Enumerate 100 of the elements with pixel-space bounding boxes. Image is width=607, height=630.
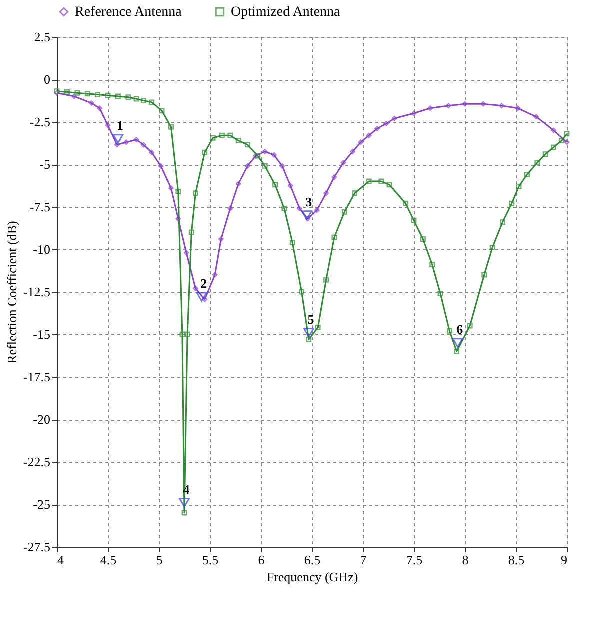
point <box>202 150 208 156</box>
point <box>438 290 444 296</box>
y-tick-label: -22.5 <box>23 454 50 470</box>
point <box>176 216 182 222</box>
point <box>64 90 70 95</box>
point <box>159 108 165 114</box>
point <box>245 163 250 169</box>
point <box>551 128 556 134</box>
x-tick-label: 5.5 <box>202 552 219 568</box>
point <box>290 240 296 246</box>
point <box>482 272 488 278</box>
y-tick-label: -27.5 <box>23 540 50 554</box>
point <box>272 152 277 158</box>
point <box>255 153 261 159</box>
point <box>74 90 80 96</box>
point <box>105 92 111 98</box>
x-axis-title: Frequency (GHz) <box>266 570 358 584</box>
annotation: 1 <box>116 118 124 133</box>
point <box>297 206 302 212</box>
point <box>84 91 90 97</box>
point <box>72 94 78 100</box>
y-tick-label: 2.5 <box>34 30 50 44</box>
legend-label: Optimized Antenna <box>231 5 342 20</box>
point <box>306 336 312 342</box>
x-tick-label: 5 <box>156 552 163 568</box>
point <box>220 132 225 138</box>
point <box>350 149 356 154</box>
y-tick-label: -15 <box>33 327 50 342</box>
annotation: 3 <box>306 194 313 210</box>
point <box>115 94 121 100</box>
point <box>428 106 434 112</box>
annotation: 2 <box>200 276 208 292</box>
point <box>202 296 208 302</box>
point <box>182 510 188 516</box>
point <box>358 140 364 146</box>
y-tick-label: 0 <box>44 72 50 87</box>
point <box>95 92 101 98</box>
point <box>366 132 372 138</box>
point <box>411 110 417 116</box>
point <box>324 277 329 283</box>
point <box>490 245 496 251</box>
point <box>149 100 155 106</box>
point <box>430 262 436 268</box>
point <box>134 96 140 102</box>
point <box>509 200 515 206</box>
point <box>559 138 565 144</box>
point <box>499 103 504 109</box>
x-tick-label: 7 <box>360 552 368 568</box>
point <box>272 182 278 188</box>
x-tick-label: 9 <box>561 552 568 568</box>
point <box>564 140 570 146</box>
point <box>168 124 174 130</box>
point <box>140 142 146 148</box>
point <box>245 142 250 148</box>
point <box>420 236 426 242</box>
point <box>411 218 417 224</box>
point <box>564 131 570 137</box>
point <box>97 106 103 112</box>
point <box>314 208 320 214</box>
point <box>374 126 380 132</box>
point <box>236 138 242 144</box>
point <box>342 209 348 215</box>
point <box>193 190 198 196</box>
point <box>378 178 384 184</box>
y-tick-label: -25 <box>33 497 50 512</box>
point <box>262 149 268 154</box>
x-tick-label: 8 <box>462 552 469 568</box>
y-tick-label: -17.5 <box>23 370 50 384</box>
x-tick-label: 4.5 <box>100 552 117 568</box>
point <box>218 236 224 242</box>
point <box>551 144 556 150</box>
point <box>340 160 346 166</box>
point <box>386 182 392 188</box>
point <box>534 160 540 166</box>
y-tick-label: -2.5 <box>30 114 50 130</box>
y-tick-label: -7.5 <box>30 200 50 214</box>
legend-label: Reference Antenna <box>75 5 183 20</box>
point <box>88 100 94 106</box>
point <box>299 289 305 295</box>
point <box>124 140 130 146</box>
point <box>332 234 338 240</box>
point <box>352 190 358 196</box>
y-tick-label: -12.5 <box>23 284 50 300</box>
y-axis-title: Reflection Coefficient (dB) <box>4 221 20 364</box>
point <box>210 135 216 141</box>
point <box>462 101 468 107</box>
point <box>193 286 198 292</box>
x-tick-label: 8.5 <box>508 552 525 568</box>
point <box>282 206 288 212</box>
point <box>288 183 294 188</box>
point <box>180 332 186 338</box>
point <box>149 150 155 156</box>
point <box>542 152 548 158</box>
point <box>324 190 329 196</box>
point <box>236 181 242 187</box>
point <box>184 332 190 338</box>
point <box>126 94 132 100</box>
point <box>262 163 268 169</box>
point <box>500 220 506 226</box>
point <box>366 178 372 184</box>
